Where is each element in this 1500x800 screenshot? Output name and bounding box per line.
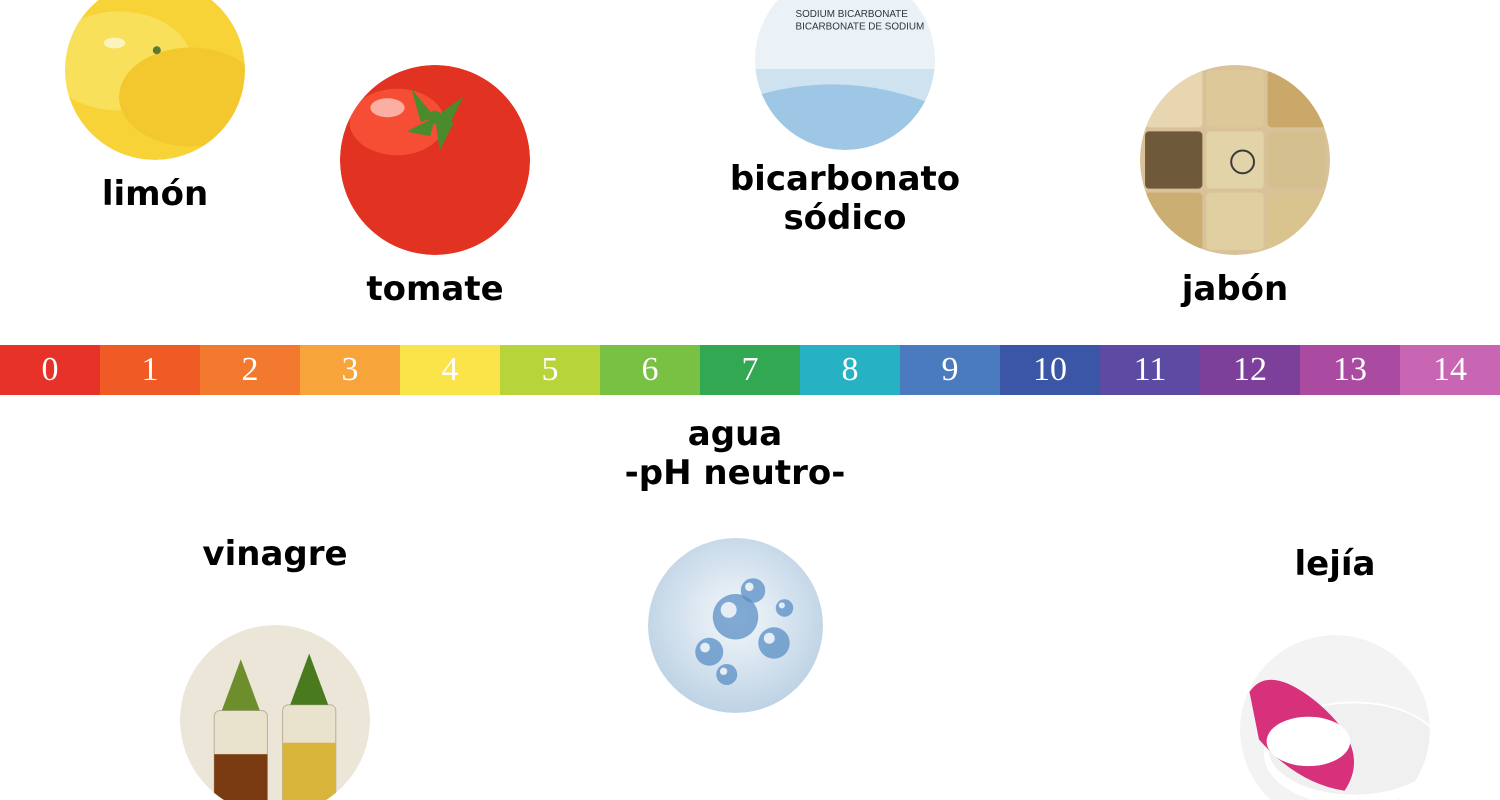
bicarbonato-image: Bicarbonate SODIUM BICARBONATE BICARBONA… <box>755 0 935 150</box>
jabon-image <box>1140 65 1330 255</box>
ph-cell-9: 9 <box>900 345 1000 395</box>
ph-infographic: { "canvas": { "width": 1500, "height": 8… <box>0 0 1500 800</box>
ph-cell-1: 1 <box>100 345 200 395</box>
ph-cell-14: 14 <box>1400 345 1500 395</box>
ph-cell-8: 8 <box>800 345 900 395</box>
bicarbonato-label: bicarbonato sódico <box>645 160 1045 238</box>
ph-cell-7: 7 <box>700 345 800 395</box>
ph-cell-0: 0 <box>0 345 100 395</box>
ph-cell-3: 3 <box>300 345 400 395</box>
ph-cell-2: 2 <box>200 345 300 395</box>
ph-cell-11: 11 <box>1100 345 1200 395</box>
jabon-label: jabón <box>1035 270 1435 309</box>
svg-text:BICARBONATE DE SODIUM: BICARBONATE DE SODIUM <box>796 21 925 32</box>
lejia-image <box>1240 635 1430 800</box>
ph-cell-13: 13 <box>1300 345 1400 395</box>
agua-label: agua -pH neutro- <box>535 415 935 493</box>
tomate-image <box>340 65 530 255</box>
ph-scale: 01234567891011121314 <box>0 345 1500 395</box>
ph-cell-6: 6 <box>600 345 700 395</box>
ph-cell-10: 10 <box>1000 345 1100 395</box>
tomate-label: tomate <box>235 270 635 309</box>
svg-text:Bicarbonate: Bicarbonate <box>772 0 918 1</box>
ph-cell-12: 12 <box>1200 345 1300 395</box>
vinagre-image <box>180 625 370 800</box>
limon-label: limón <box>0 175 355 214</box>
agua-image <box>648 538 823 713</box>
ph-cell-5: 5 <box>500 345 600 395</box>
svg-text:SODIUM BICARBONATE: SODIUM BICARBONATE <box>796 9 909 20</box>
vinagre-label: vinagre <box>75 535 475 574</box>
limon-image <box>65 0 245 160</box>
lejia-label: lejía <box>1135 545 1500 584</box>
ph-cell-4: 4 <box>400 345 500 395</box>
